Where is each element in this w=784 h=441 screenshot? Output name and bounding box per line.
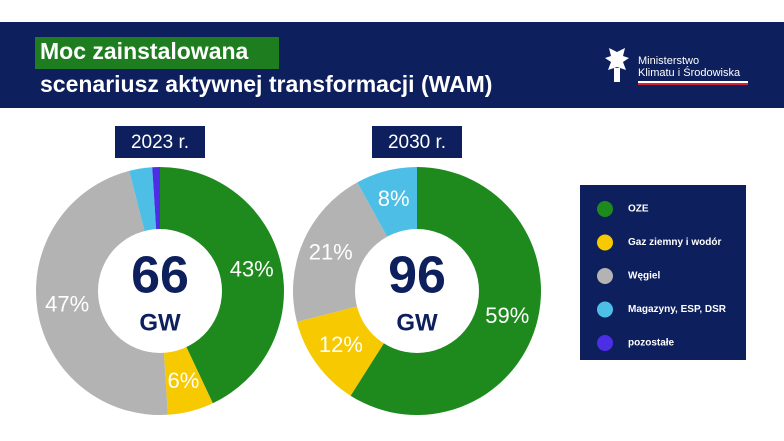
slice-label: 12% (319, 332, 363, 357)
legend-swatch (597, 301, 613, 318)
logo-text: Klimatu i Środowiska (638, 66, 741, 79)
eagle-tail (614, 68, 620, 82)
slice-label: 6% (167, 368, 199, 393)
slice-label: 8% (378, 186, 410, 211)
slice-label: 43% (230, 256, 274, 281)
donut-hole (98, 229, 222, 353)
chart-title: 2023 r. (131, 132, 189, 153)
legend-swatch (597, 234, 613, 251)
legend-label: Węgiel (628, 271, 660, 282)
legend-label: Magazyny, ESP, DSR (628, 304, 727, 315)
slice-label: 59% (485, 303, 529, 328)
donut-hole (355, 229, 479, 353)
chart-title: 2030 r. (388, 132, 446, 153)
flag-red (638, 83, 748, 85)
legend-label: Gaz ziemny i wodór (628, 237, 721, 248)
center-total: 66 (131, 247, 189, 305)
center-unit: GW (139, 309, 181, 336)
logo-text: Ministerstwo (638, 55, 699, 67)
legend-label: pozostałe (628, 338, 675, 349)
title: scenariusz aktywnej transformacji (WAM) (40, 71, 492, 97)
legend-swatch (597, 335, 613, 351)
year-box (115, 126, 205, 158)
title-highlight-bg (35, 37, 279, 69)
legend-swatch (597, 268, 613, 284)
slice-label: 21% (309, 239, 353, 264)
legend-swatch (597, 201, 613, 217)
slice-label: 47% (45, 292, 89, 317)
flag-white (638, 81, 748, 83)
center-total: 96 (388, 247, 446, 305)
legend-label: OZE (628, 204, 649, 215)
title-highlight: Moc zainstalowana (40, 38, 249, 64)
eagle (605, 48, 629, 70)
year-box (372, 126, 462, 158)
center-unit: GW (396, 309, 438, 336)
logo: Ministerstwo Klimatu i Środowiska (605, 48, 748, 85)
